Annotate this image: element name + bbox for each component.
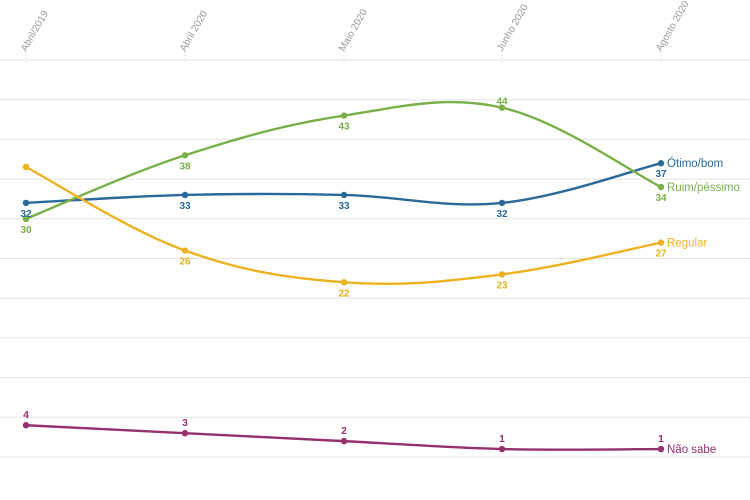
data-label: 37 bbox=[655, 169, 667, 180]
data-point bbox=[22, 215, 30, 222]
data-point bbox=[22, 199, 30, 207]
data-point bbox=[498, 104, 506, 111]
data-point bbox=[181, 191, 189, 199]
x-tick-label: Abril 2020 bbox=[178, 9, 210, 54]
series-name-label: Ruim/péssimo bbox=[667, 182, 740, 194]
data-label: 4 bbox=[23, 410, 29, 421]
data-point bbox=[22, 422, 30, 429]
data-label: 23 bbox=[496, 280, 508, 291]
data-label: 32 bbox=[20, 209, 32, 220]
data-label: 33 bbox=[338, 201, 350, 212]
x-tick-label: Abril/2019 bbox=[19, 9, 51, 54]
data-label: 34 bbox=[655, 193, 667, 204]
data-label: 30 bbox=[20, 225, 32, 236]
x-tick-label: Maio 2020 bbox=[337, 7, 370, 53]
data-label: 26 bbox=[179, 257, 191, 268]
x-tick-label: Junho 2020 bbox=[495, 2, 531, 53]
series-line bbox=[24, 165, 663, 286]
data-label: 32 bbox=[496, 209, 508, 220]
data-point bbox=[181, 152, 189, 159]
data-label: 38 bbox=[179, 161, 191, 172]
data-point bbox=[340, 191, 348, 199]
data-label: 1 bbox=[658, 434, 664, 445]
data-label: 22 bbox=[338, 288, 350, 299]
data-point bbox=[498, 199, 506, 207]
series-name-label: Não sabe bbox=[667, 444, 716, 456]
x-tick-label: Agosto 2020 bbox=[654, 0, 692, 54]
data-point bbox=[498, 445, 506, 453]
data-label: 1 bbox=[499, 434, 505, 445]
data-label: 44 bbox=[496, 97, 508, 108]
data-point bbox=[340, 437, 348, 445]
data-label: 27 bbox=[655, 249, 667, 260]
data-point bbox=[657, 239, 665, 246]
data-point bbox=[22, 163, 30, 171]
data-label: 43 bbox=[338, 122, 350, 133]
data-point bbox=[340, 112, 348, 119]
gridlines bbox=[0, 59, 750, 458]
data-point bbox=[181, 247, 189, 254]
series-name-label: Ótimo/bom bbox=[667, 157, 723, 170]
data-point bbox=[657, 160, 665, 167]
data-point bbox=[181, 429, 189, 437]
data-label: 3 bbox=[182, 418, 188, 429]
series-line bbox=[24, 162, 663, 206]
series-name-label: Regular bbox=[667, 238, 707, 250]
data-point bbox=[657, 183, 665, 191]
series-lines bbox=[22, 100, 665, 453]
data-label: 2 bbox=[341, 426, 347, 437]
category-guides bbox=[25, 52, 662, 64]
data-point bbox=[657, 445, 665, 453]
data-point bbox=[340, 279, 348, 286]
data-point bbox=[498, 271, 506, 278]
x-axis-ticks: Abril/2019 Abril 2020 Maio 2020 Junho 2020 A… bbox=[19, 0, 692, 54]
data-label: 33 bbox=[179, 201, 191, 212]
